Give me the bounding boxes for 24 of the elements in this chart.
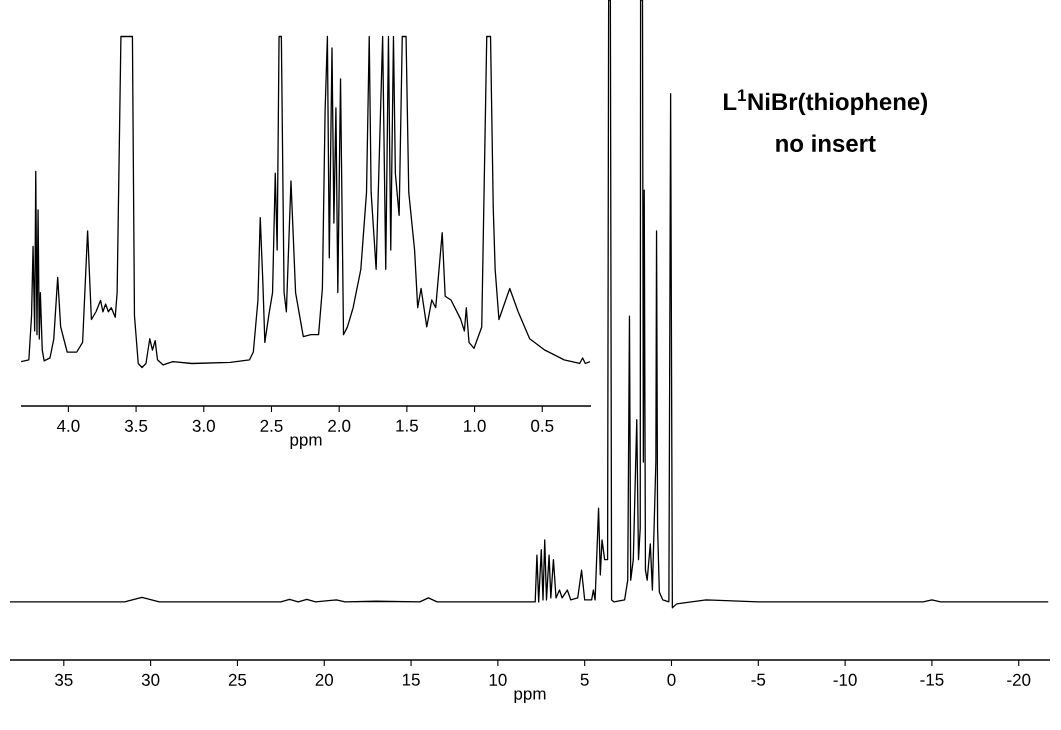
x-tick-label: 0 [667,673,676,686]
x-tick-label: 25 [228,673,247,686]
x-tick-label: 3.0 [192,419,215,432]
x-tick-label: -20 [1007,673,1031,686]
x-tick-label: -15 [920,673,944,686]
x-axis-title: ppm [290,436,322,450]
x-tick-label: 3.5 [124,419,148,432]
x-tick-label: 35 [55,673,73,686]
x-tick-label: -5 [751,673,766,686]
text: L$^{1}$NiBr(thiophene) [724,89,928,116]
x-tick-label: 4.0 [56,419,80,432]
x-tick-label: 2.5 [260,419,283,432]
x-tick-label: -10 [833,673,857,686]
x-tick-label: 1.5 [396,419,418,432]
x-tick-label: 10 [489,673,507,686]
x-tick-label: 30 [141,673,160,686]
x-axis-title: ppm [514,690,546,704]
x-tick-label: 5 [580,673,589,686]
x-tick-label: 2.0 [328,419,351,432]
text: no insert [776,134,876,153]
x-tick-label: 0.5 [531,419,554,432]
x-tick-label: 1.0 [464,419,486,432]
x-tick-label: 15 [402,673,420,686]
x-tick-label: 20 [315,673,334,686]
